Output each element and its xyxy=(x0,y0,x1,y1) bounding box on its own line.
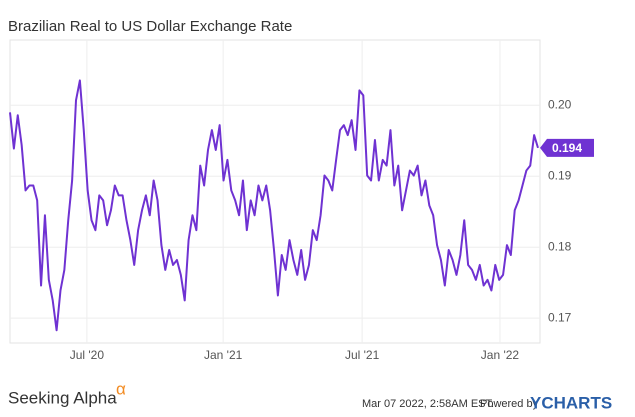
y-tick-label: 0.20 xyxy=(548,97,572,111)
timestamp: Mar 07 2022, 2:58AM EST. xyxy=(362,398,494,410)
x-tick-label: Jan '22 xyxy=(481,348,520,362)
plot-frame xyxy=(9,39,541,344)
chart-title: Brazilian Real to US Dollar Exchange Rat… xyxy=(8,18,292,35)
brand: Seeking Alpha xyxy=(8,388,117,407)
last-value-tag xyxy=(540,138,594,157)
brand-alpha: α xyxy=(116,379,126,398)
last-value-label: 0.194 xyxy=(552,141,582,155)
powered-by: Powered by xyxy=(480,398,539,410)
y-tick-label: 0.18 xyxy=(548,239,572,253)
x-tick-label: Jan '21 xyxy=(204,348,243,362)
x-tick-label: Jul '21 xyxy=(345,348,380,362)
price-line xyxy=(9,79,539,332)
x-tick-label: Jul '20 xyxy=(70,348,105,362)
y-tick-label: 0.17 xyxy=(548,310,572,324)
ycharts-logo: YCHARTS xyxy=(530,393,612,412)
y-tick-label: 0.19 xyxy=(548,168,572,182)
